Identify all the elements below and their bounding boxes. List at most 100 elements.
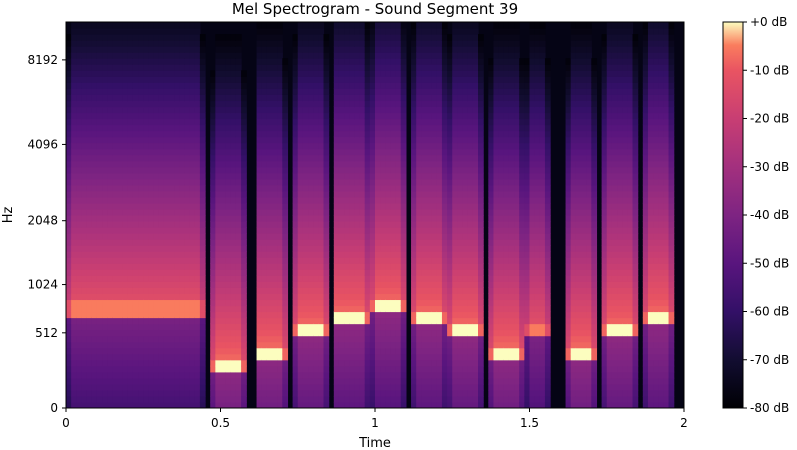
spectrogram-cell: [210, 94, 216, 102]
spectrogram-cell: [349, 208, 355, 216]
spectrogram-cell: [235, 166, 242, 174]
spectrogram-cell: [230, 34, 237, 41]
spectrogram-cell: [184, 323, 191, 331]
spectrogram-cell: [194, 142, 201, 150]
spectrogram-cell: [96, 365, 103, 373]
spectrogram-cell: [503, 257, 510, 264]
spectrogram-cell: [297, 359, 304, 367]
spectrogram-cell: [148, 281, 155, 288]
spectrogram-cell: [179, 365, 186, 373]
spectrogram-cell: [318, 263, 325, 270]
spectrogram-cell: [292, 395, 299, 403]
spectrogram-cell: [297, 166, 304, 174]
spectrogram-cell: [66, 190, 72, 198]
spectrogram-cell: [230, 365, 237, 373]
spectrogram-cell: [143, 28, 149, 35]
spectrogram-cell: [230, 160, 237, 168]
spectrogram-cell: [282, 299, 289, 307]
spectrogram-cell: [91, 263, 98, 270]
spectrogram-cell: [349, 118, 355, 126]
spectrogram-cell: [91, 172, 98, 180]
spectrogram-cell: [230, 136, 237, 144]
spectrogram-cell: [467, 227, 474, 234]
spectrogram-cell: [117, 196, 124, 204]
spectrogram-cell: [179, 269, 186, 276]
spectrogram-cell: [364, 215, 371, 222]
spectrogram-cell: [184, 299, 191, 307]
spectrogram-cell: [488, 299, 495, 307]
spectrogram-cell: [143, 395, 149, 403]
spectrogram-cell: [169, 395, 175, 403]
spectrogram-cell: [158, 160, 165, 168]
spectrogram-cell: [416, 64, 422, 71]
spectrogram-cell: [91, 160, 98, 168]
spectrogram-cell: [230, 166, 237, 174]
spectrogram-cell: [375, 118, 381, 126]
spectrogram-cell: [66, 371, 72, 379]
spectrogram-cell: [411, 118, 417, 126]
spectrogram-cell: [426, 46, 433, 53]
spectrogram-cell: [375, 106, 381, 114]
spectrogram-cell: [86, 371, 93, 379]
spectrogram-cell: [256, 94, 263, 102]
spectrogram-cell: [390, 160, 397, 168]
spectrogram-cell: [416, 281, 422, 288]
spectrogram-cell: [421, 347, 428, 355]
spectrogram-cell: [148, 275, 155, 282]
spectrogram-cell: [436, 28, 443, 35]
spectrogram-cell: [369, 40, 376, 47]
spectrogram-cell: [421, 335, 428, 343]
spectrogram-cell: [441, 257, 448, 264]
spectrogram-cell: [411, 148, 417, 156]
spectrogram-cell: [369, 202, 376, 210]
spectrogram-cell: [318, 347, 325, 355]
spectrogram-cell: [153, 196, 160, 204]
spectrogram-cell: [333, 76, 340, 83]
spectrogram-cell: [122, 142, 129, 150]
spectrogram-cell: [235, 383, 242, 391]
spectrogram-cell: [138, 64, 144, 71]
spectrogram-cell: [302, 34, 309, 41]
spectrogram-cell: [354, 395, 361, 403]
spectrogram-cell: [96, 293, 103, 301]
spectrogram-cell: [220, 257, 227, 264]
spectrogram-cell: [189, 178, 196, 186]
spectrogram-cell: [493, 172, 500, 180]
spectrogram-cell: [488, 88, 495, 95]
spectrogram-cell: [210, 371, 216, 379]
spectrogram-cell: [302, 353, 309, 361]
spectrogram-cell: [292, 245, 299, 252]
spectrogram-cell: [375, 136, 381, 144]
spectrogram-cell: [369, 245, 376, 252]
spectrogram-cell: [447, 196, 453, 204]
spectrogram-cell: [436, 196, 443, 204]
spectrogram-cell: [323, 299, 330, 307]
spectrogram-cell: [472, 335, 479, 343]
spectrogram-cell: [158, 76, 165, 83]
spectrogram-cell: [411, 389, 417, 397]
spectrogram-cell: [436, 269, 443, 276]
spectrogram-cell: [349, 221, 355, 228]
spectrogram-cell: [117, 130, 124, 138]
spectrogram-cell: [148, 299, 155, 307]
spectrogram-cell: [364, 28, 371, 35]
spectrogram-cell: [261, 22, 268, 29]
spectrogram-cell: [235, 184, 242, 192]
spectrogram-cell: [184, 269, 191, 276]
spectrogram-cell: [349, 305, 355, 313]
spectrogram-cell: [71, 395, 77, 403]
spectrogram-cell: [86, 40, 93, 47]
spectrogram-cell: [86, 46, 93, 53]
spectrogram-cell: [235, 88, 242, 95]
spectrogram-cell: [349, 28, 355, 35]
spectrogram-cell: [375, 293, 381, 301]
spectrogram-cell: [235, 148, 242, 156]
spectrogram-cell: [333, 329, 340, 337]
spectrogram-cell: [277, 293, 283, 301]
spectrogram-cell: [395, 281, 402, 288]
spectrogram-cell: [380, 293, 386, 301]
spectrogram-cell: [225, 58, 232, 65]
spectrogram-cell: [266, 94, 273, 102]
spectrogram-cell: [266, 22, 273, 29]
spectrogram-cell: [333, 269, 340, 276]
